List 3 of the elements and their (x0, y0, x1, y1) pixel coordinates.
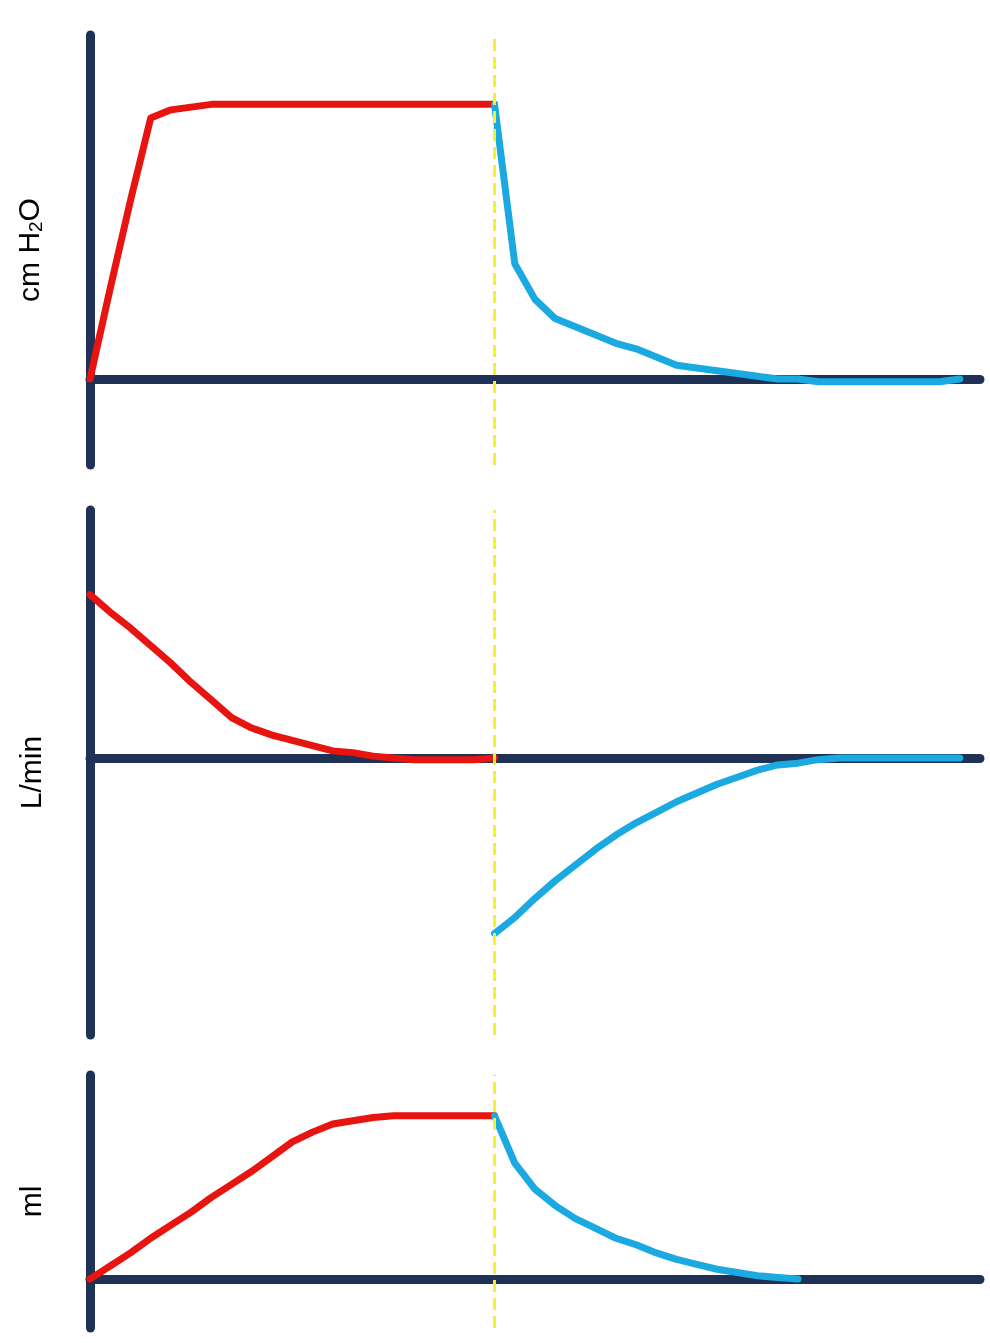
y-axis-title: cm H2O (12, 198, 46, 302)
y-axis-title: L/min (13, 735, 47, 810)
y-axis-title: ml (13, 1185, 47, 1218)
